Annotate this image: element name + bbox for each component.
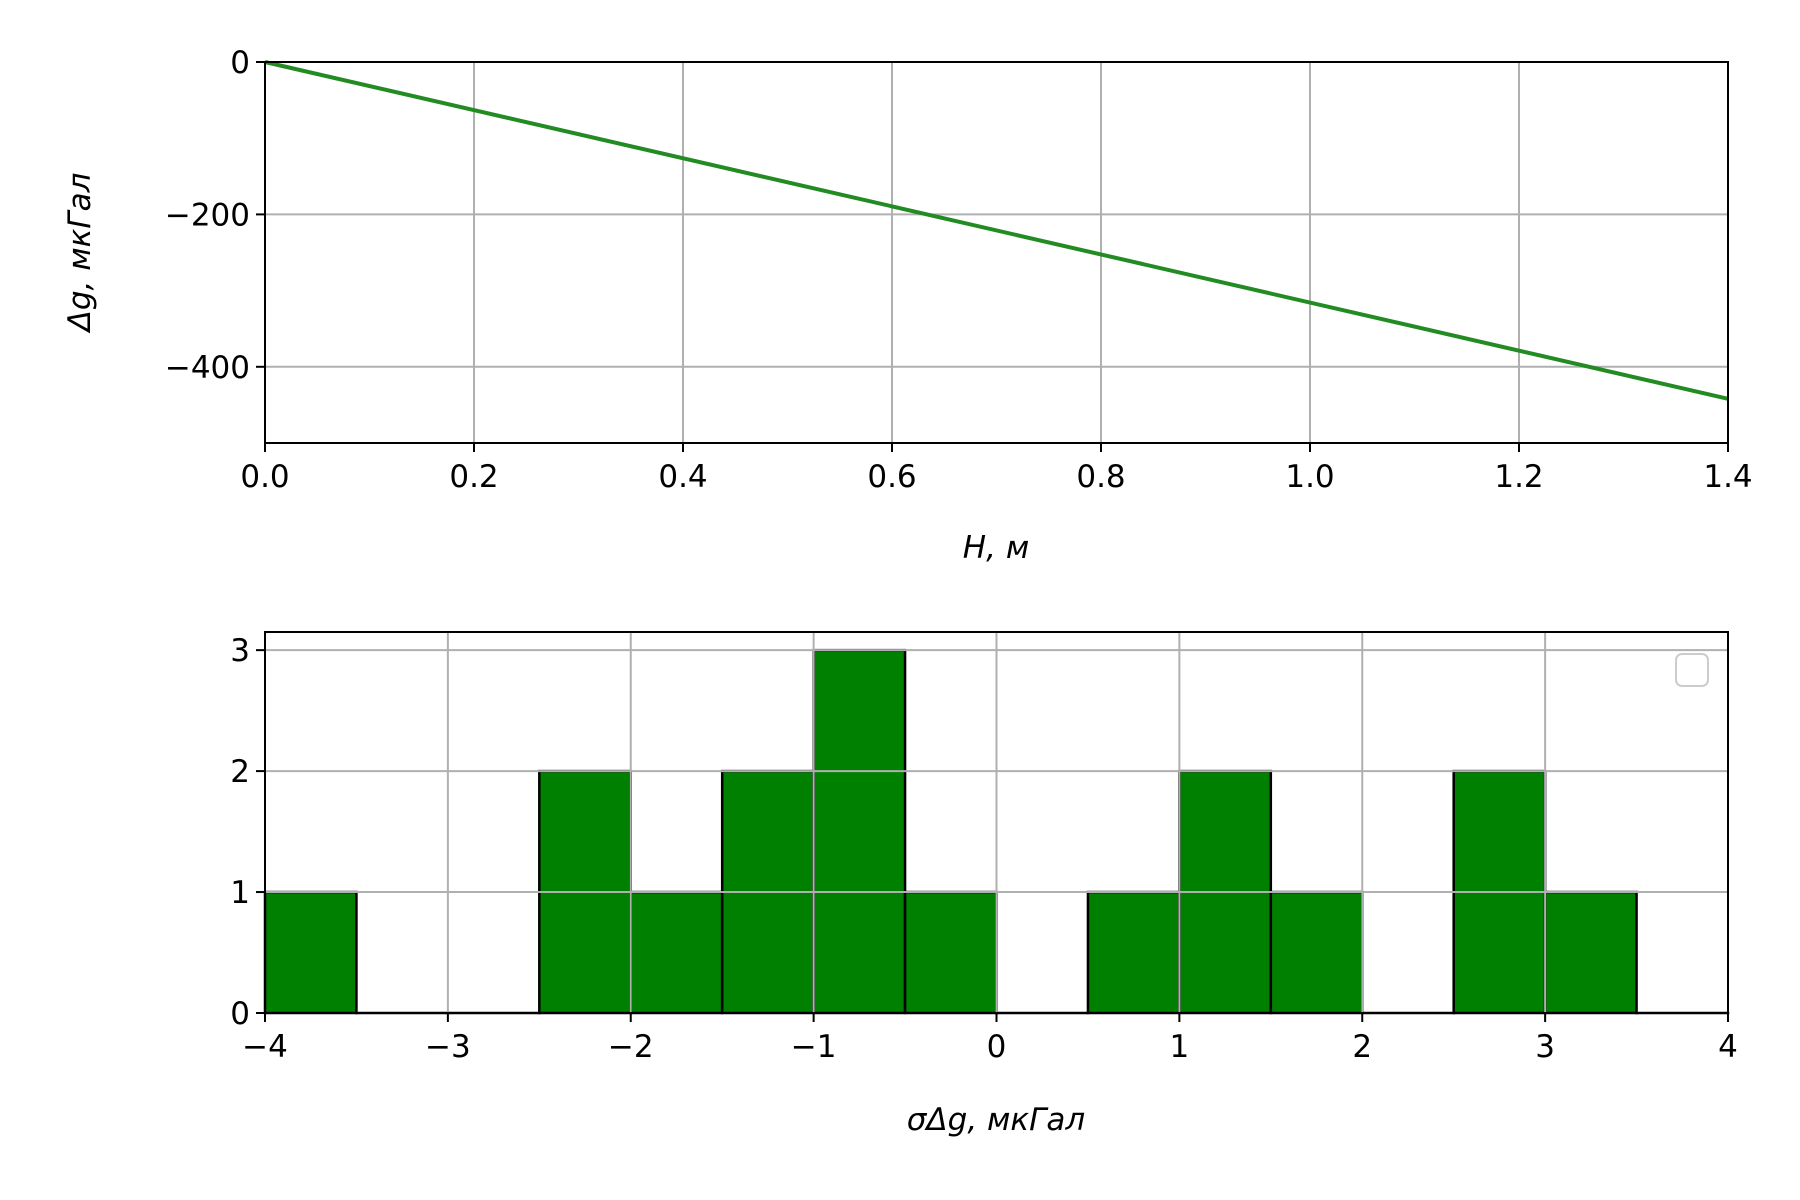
- line-chart-x-axis-label: H, м: [963, 530, 1029, 566]
- histogram-bar: [812, 648, 907, 1015]
- histogram-x-tick-label: 0: [987, 1029, 1007, 1065]
- histogram-bar: [1543, 890, 1638, 1015]
- line-chart-frame: [264, 61, 1729, 444]
- line-chart-x-tick-label: 0.8: [1076, 459, 1125, 495]
- line-chart-ticks: 0.0 0.2 0.4 0.6 0.8 1.0 1.2 1.4 0 −200 −400: [165, 45, 1753, 495]
- histogram-x-tick-label: −4: [242, 1029, 288, 1065]
- line-chart-y-tick-label: −200: [165, 197, 250, 233]
- line-chart-y-axis-label: Δg, мкГал: [62, 173, 98, 334]
- line-chart-x-tick-label: 0.0: [240, 459, 289, 495]
- histogram-x-axis-label: σΔg, мкГал: [907, 1102, 1085, 1138]
- line-chart-x-tick-label: 0.6: [867, 459, 916, 495]
- histogram-x-tick-label: −3: [425, 1029, 471, 1065]
- histogram-bar: [1086, 890, 1181, 1015]
- histogram-bar: [629, 890, 724, 1015]
- histogram-x-tick-label: −2: [608, 1029, 654, 1065]
- line-chart-x-tick-label: 1.2: [1494, 459, 1543, 495]
- histogram-bar: [263, 890, 358, 1015]
- histogram-bar: [1269, 890, 1364, 1015]
- histogram-y-tick-label: 0: [230, 996, 250, 1032]
- line-chart-x-tick-label: 1.0: [1285, 459, 1334, 495]
- histogram-x-tick-label: −1: [791, 1029, 837, 1065]
- histogram-panel: −4 −3 −2 −1 0 1 2 3 4 0 1 2 3 σΔg, мкГал: [230, 631, 1738, 1138]
- histogram-y-tick-label: 1: [230, 875, 250, 911]
- line-chart-x-tick-label: 1.4: [1703, 459, 1752, 495]
- line-chart-y-tick-label: −400: [165, 350, 250, 386]
- line-chart-x-tick-label: 0.2: [449, 459, 498, 495]
- line-chart-x-tick-label: 0.4: [658, 459, 707, 495]
- line-series: [264, 60, 1729, 401]
- histogram-bar: [903, 890, 998, 1015]
- histogram-x-tick-label: 3: [1535, 1029, 1555, 1065]
- histogram-y-tick-label: 3: [230, 633, 250, 669]
- histogram-x-tick-label: 4: [1718, 1029, 1738, 1065]
- histogram-ticks: −4 −3 −2 −1 0 1 2 3 4 0 1 2 3: [230, 633, 1738, 1065]
- histogram-legend-box: [1675, 653, 1709, 687]
- histogram-x-tick-label: 1: [1170, 1029, 1190, 1065]
- line-chart-panel: 0.0 0.2 0.4 0.6 0.8 1.0 1.2 1.4 0 −200 −400 H, м Δ…: [62, 45, 1753, 566]
- histogram-y-tick-label: 2: [230, 754, 250, 790]
- histogram-x-tick-label: 2: [1352, 1029, 1372, 1065]
- line-chart-grid: [264, 61, 1729, 443]
- line-chart-y-tick-label: 0: [230, 45, 250, 81]
- line-chart-series: [264, 60, 1729, 401]
